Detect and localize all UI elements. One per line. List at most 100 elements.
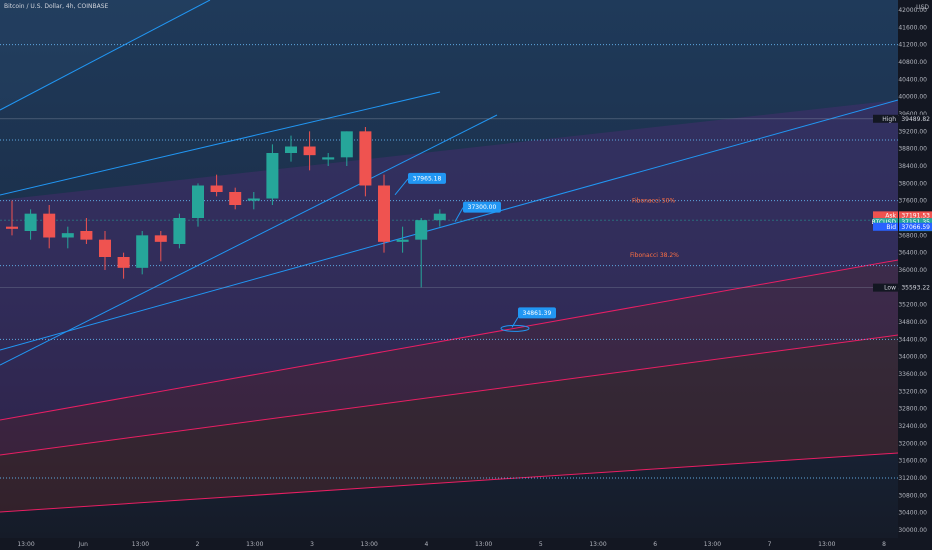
candle-body [396,239,409,242]
candle [285,135,297,162]
candle [99,231,111,270]
candle-body [154,235,167,242]
horizontal-levels [0,44,898,479]
price-tick-label: 40800.00 [898,59,927,66]
price-scale-tag-box [873,222,898,231]
time-tick-label: 13:00 [475,541,492,548]
time-axis-ticks: 13:00 Jun 13:00 2 13:00 3 13:00 4 13:00 5 13:00 6 13… [17,541,886,548]
time-tick-label: 8 [882,541,886,548]
currency-label: USD [916,4,929,11]
time-tick-label: 13:00 [589,541,606,548]
candle-body [61,233,74,238]
price-scale-tag: Ask [885,212,896,219]
price-tick-label: 41600.00 [898,24,927,31]
candle [433,209,446,227]
callout-high-box [408,172,446,184]
price-axis[interactable] [898,0,932,550]
callout-mid-text: 37300.00 [468,204,497,211]
channel-band-purple [0,100,898,420]
callout-high[interactable]: 37965.18 [408,172,446,184]
channel-line-steep [0,114,498,366]
candle [136,231,149,275]
channel-line-fib-1 [0,259,899,421]
time-axis[interactable] [0,538,898,550]
price-tick-label: 36000.00 [898,267,927,274]
price-scale-tag-box [873,114,898,123]
candle-body [285,146,297,153]
price-scale-value-box [899,283,932,292]
price-scale-value: 35593.22 [901,285,930,292]
price-tick-label: 30400.00 [898,510,927,517]
candle [61,226,74,249]
candle-body [136,235,149,268]
plot-area [0,0,898,538]
candle-body [340,131,353,158]
price-scale-value-box [899,218,932,227]
candle-body [303,146,316,156]
candle [80,218,93,244]
price-tick-label: 39200.00 [898,128,927,135]
candle-body [99,239,111,257]
price-tick-label: 36800.00 [898,232,927,239]
price-scale-tag: Bid [886,224,896,231]
price-scale-labels: High39489.82Ask37191.53BTCUSD37151.3541:… [872,114,932,292]
price-tick-label: 32800.00 [898,406,927,413]
price-tick-label: 40000.00 [898,94,927,101]
candle-body [24,213,37,231]
callout-mid-box [463,201,501,213]
callout-high-text: 37965.18 [413,175,442,182]
time-tick-label: Jun [78,541,89,548]
price-tick-label: 30000.00 [898,527,927,534]
price-scale-label: Low 35593.22 [873,283,932,292]
callout-mid[interactable]: 37300.00 [463,201,501,213]
callout-low-text: 34861.39 [523,310,552,317]
candle-body [415,220,428,240]
fib-50-label: Fibonacci 50% [632,198,675,205]
price-tick-label: 33200.00 [898,388,927,395]
candle [340,131,353,166]
price-scale-tag-box [873,218,898,227]
candle [396,226,409,253]
candle [192,183,204,227]
price-tick-label: 42000.00 [898,7,927,14]
price-scale-value: 37191.53 [901,212,930,219]
candle-body [266,153,279,199]
price-tick-label: 38400.00 [898,163,927,170]
price-scale-value-box [899,222,932,231]
candle [117,252,130,279]
time-tick-label: 13:00 [818,541,835,548]
channel-line-fib-3 [0,452,899,513]
candle-body [117,257,130,268]
fib-382-label: Fibonacci 38.2% [630,252,679,259]
price-scale-tag-box [873,283,898,292]
price-tick-label: 39600.00 [898,111,927,118]
price-tick-label: 38000.00 [898,180,927,187]
candle-body [247,198,260,201]
price-scale-tag-box [873,211,898,220]
candle [359,127,372,197]
price-tick-label: 40400.00 [898,76,927,83]
candle-body [210,185,223,192]
price-scale-label: Ask 37191.53 [873,211,932,220]
callout-low[interactable]: 34861.39 [518,307,556,319]
price-tick-label: 31200.00 [898,475,927,482]
channel-line-mid [0,99,899,351]
price-scale-value: 39489.82 [901,116,930,123]
price-tick-label: 34400.00 [898,336,927,343]
candle [24,209,37,240]
time-tick-label: 13:00 [361,541,378,548]
price-scale-tag: BTCUSD [872,219,897,226]
price-scale-label: BTCUSD 37151.35 [872,218,932,227]
candle [229,187,242,210]
price-tick-label: 31600.00 [898,458,927,465]
callout-low-ellipse [500,324,530,332]
candle [378,174,390,253]
callout-high-pointer [394,178,409,196]
price-scale-value: 37151.35 [901,219,930,226]
candle [247,192,260,210]
price-tick-label: 36400.00 [898,250,927,257]
chart-title: Bitcoin / U.S. Dollar, 4h, COINBASE [4,3,109,10]
candle [266,144,279,205]
candle-body [322,157,335,160]
